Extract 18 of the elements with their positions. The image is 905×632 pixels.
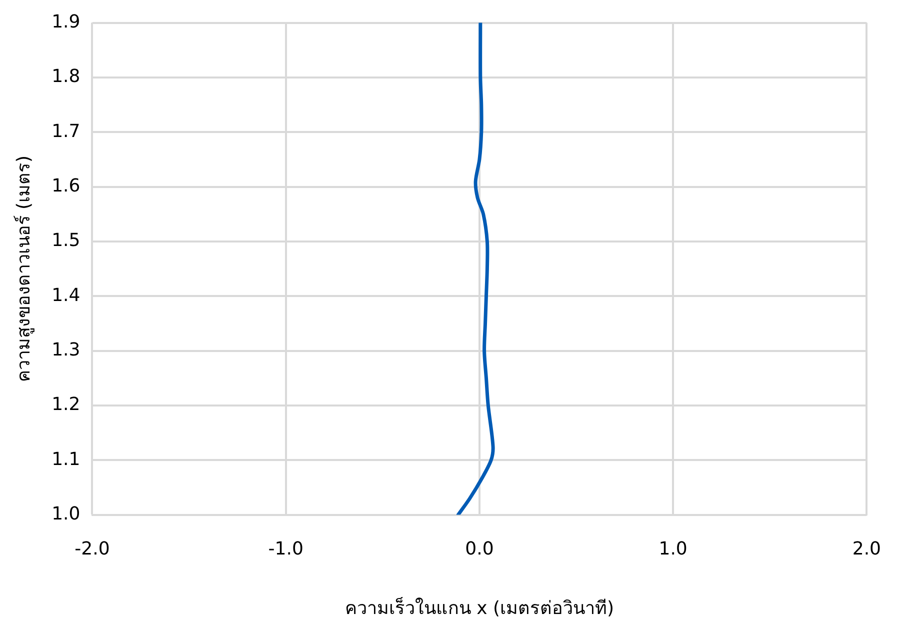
- y-tick-label: 1.3: [52, 339, 80, 360]
- y-tick-label: 1.4: [52, 284, 80, 306]
- line-series: [456, 22, 495, 515]
- y-tick-label: 1.5: [52, 230, 80, 252]
- y-tick-label: 1.8: [52, 66, 80, 88]
- y-tick-label: 1.1: [52, 448, 80, 470]
- x-tick-label: 1.0: [658, 538, 688, 560]
- y-tick-label: 1.2: [52, 394, 80, 416]
- y-tick-label: 1.6: [52, 175, 80, 196]
- y-axis-title: ความสูงของดาวเนอร์ (เมตร): [13, 155, 34, 382]
- x-tick-label: 0.0: [465, 538, 494, 560]
- y-tick-label: 1.7: [52, 120, 80, 142]
- x-tick-label: -1.0: [268, 538, 304, 560]
- x-tick-label: -2.0: [74, 538, 110, 560]
- y-tick-label: 1.9: [52, 11, 80, 32]
- x-axis-title: ความเร็วในแกน x (เมตรต่อวินาที): [344, 596, 614, 619]
- x-tick-label: 2.0: [852, 538, 882, 560]
- y-tick-label: 1.0: [52, 503, 80, 524]
